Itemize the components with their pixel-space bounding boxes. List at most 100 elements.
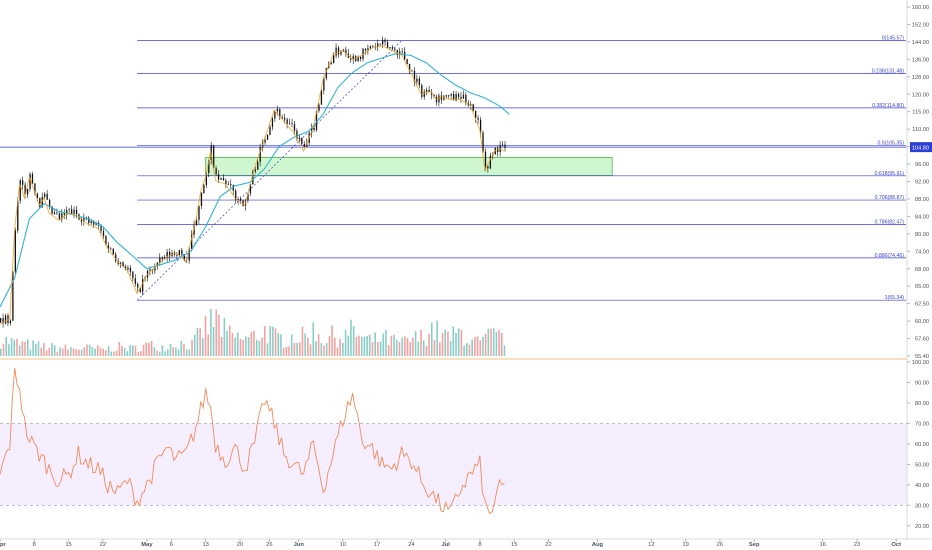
fib-level-label: 0.886(74.46) <box>875 253 905 259</box>
candle-body <box>227 184 230 185</box>
candle-body <box>470 104 472 106</box>
rsi-line <box>0 367 505 515</box>
candle-body <box>17 200 19 231</box>
candle-body <box>156 262 159 267</box>
volume-bar <box>134 345 137 356</box>
volume-bar <box>91 347 94 356</box>
candle-body <box>276 109 278 112</box>
candle-body <box>142 279 144 292</box>
volume-bar <box>317 334 320 356</box>
volume-bar <box>40 347 43 356</box>
candle-body <box>61 213 63 220</box>
candle-body <box>68 209 70 211</box>
rsi-tick-label: 30.00 <box>915 503 929 509</box>
current-price-label: 104.80 <box>912 145 929 151</box>
volume-bar <box>24 341 26 356</box>
time-tick-label: 15 <box>65 542 71 548</box>
candle-body <box>56 212 58 214</box>
candle-body <box>132 271 134 279</box>
ma-line-fast <box>0 45 505 325</box>
candle-body <box>110 248 112 250</box>
candle-body <box>257 161 259 170</box>
volume-bar <box>258 341 261 356</box>
volume-bar <box>96 345 99 356</box>
candle-body <box>484 151 487 167</box>
volume-bar <box>126 351 129 356</box>
time-tick-label: May <box>141 542 153 548</box>
candle-body <box>217 174 220 180</box>
volume-bar <box>430 322 433 356</box>
candle-body <box>48 199 51 207</box>
volume-bar <box>285 346 288 356</box>
candle-body <box>279 109 281 118</box>
volume-bar <box>188 349 191 356</box>
candle-body <box>318 104 320 111</box>
candle-body <box>242 200 244 206</box>
volume-bar <box>115 350 118 356</box>
volume-layer <box>0 308 506 356</box>
candle-body <box>350 57 352 60</box>
candle-body <box>127 267 129 270</box>
candle-body <box>14 230 16 272</box>
candle-body <box>168 252 171 257</box>
volume-bar <box>61 348 64 356</box>
fib-level-label: 0.786(82.47) <box>875 220 905 226</box>
candle-body <box>428 89 430 93</box>
volume-bar <box>280 334 282 356</box>
volume-bar <box>371 342 374 356</box>
volume-bar <box>145 342 148 356</box>
candle-body <box>426 89 428 92</box>
candle-body <box>266 134 269 140</box>
price-tick-label: 57.60 <box>915 337 929 343</box>
price-tick-label: 96.00 <box>915 162 929 168</box>
volume-bar <box>191 339 193 356</box>
candle-body <box>139 287 141 292</box>
candle-body <box>44 193 46 197</box>
volume-bar <box>452 326 455 356</box>
candle-body <box>423 91 425 97</box>
candle-body <box>190 234 193 249</box>
volume-bar <box>425 346 428 356</box>
volume-bar <box>441 333 444 356</box>
candle-body <box>88 217 90 224</box>
candle-body <box>381 39 384 45</box>
volume-bar <box>193 334 196 356</box>
candle-body <box>377 43 379 47</box>
volume-bar <box>369 334 371 356</box>
candle-body <box>264 139 266 143</box>
volume-bar <box>223 317 226 356</box>
candle-body <box>391 46 394 49</box>
volume-bar <box>261 337 263 356</box>
candle-body <box>53 212 56 214</box>
volume-bar <box>266 343 269 356</box>
volume-bar <box>474 337 476 356</box>
time-tick-label: 13 <box>202 542 208 548</box>
candle-body <box>477 118 479 120</box>
volume-bar <box>242 340 245 356</box>
volume-bar <box>166 349 169 356</box>
volume-bar <box>401 337 403 356</box>
price-tick-label: 68.00 <box>915 267 929 273</box>
volume-bar <box>177 349 180 356</box>
volume-bar <box>393 334 395 356</box>
volume-bar <box>70 347 72 356</box>
rsi-band <box>0 423 907 506</box>
volume-bar <box>417 341 420 356</box>
candle-body <box>259 147 261 162</box>
candle-body <box>188 248 190 261</box>
candle-body <box>475 110 477 119</box>
volume-bar <box>449 340 452 356</box>
volume-bar <box>500 333 503 356</box>
volume-bar <box>86 344 88 356</box>
candle-body <box>345 49 347 54</box>
fib-levels-layer: 0(145.57) 0.236(131.48) 0.382(114.80) 0.5(1… <box>0 36 907 301</box>
candle-body <box>73 209 75 214</box>
volume-bar <box>131 345 134 356</box>
candle-body <box>501 144 504 146</box>
volume-bar <box>269 325 271 356</box>
price-tick-label: 84.00 <box>915 214 929 220</box>
volume-bar <box>323 345 325 356</box>
candle-body <box>364 48 367 51</box>
